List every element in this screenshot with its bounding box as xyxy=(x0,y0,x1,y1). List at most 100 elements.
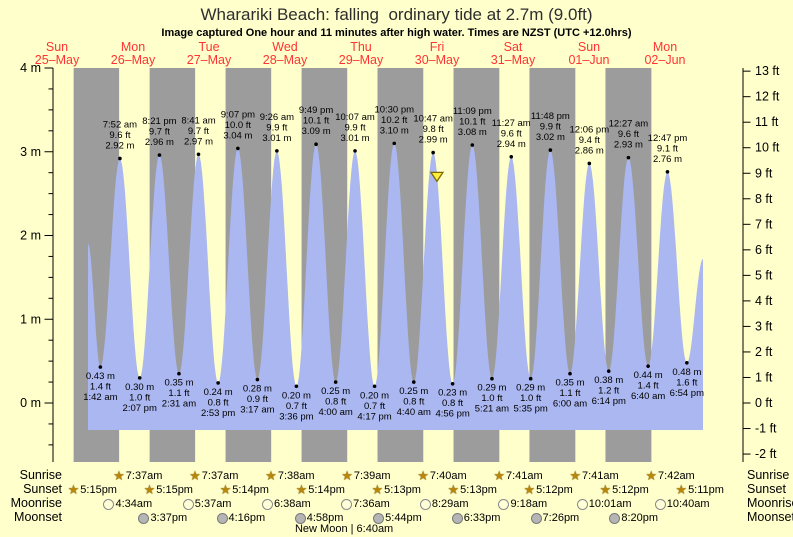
tide-extreme-dot xyxy=(470,143,475,147)
high-tide-label: 2.99 m xyxy=(419,135,448,146)
tide-extreme-dot xyxy=(236,146,240,151)
high-tide-label: 10.2 ft xyxy=(381,115,408,126)
low-tide-label: 1:42 am xyxy=(83,392,117,403)
right-axis-label: 1 ft xyxy=(755,370,773,384)
moonrise-icon xyxy=(498,498,510,510)
sunrise-event: ★ 7:42am xyxy=(645,469,694,483)
left-axis-label: 1 m xyxy=(20,312,41,326)
sunset-event: ★ 5:14pm xyxy=(296,483,345,497)
sunrise-event: ★ 7:41am xyxy=(569,469,618,483)
tide-extreme-dot xyxy=(392,141,397,146)
low-tide-label: 1.0 ft xyxy=(129,392,150,403)
right-axis-label: 11 ft xyxy=(755,115,779,129)
moonrise-time: 4:34am xyxy=(115,498,153,510)
sunset-time: 5:11pm xyxy=(688,484,724,496)
moonrise-event: 5:37am xyxy=(182,497,231,511)
low-tide-label: 0.29 m xyxy=(516,383,545,394)
sunrise-event: ★ 7:38am xyxy=(265,469,314,483)
tide-extreme-dot xyxy=(98,365,103,369)
moonset-icon xyxy=(451,512,463,524)
low-tide-label: 0.30 m xyxy=(125,382,154,393)
sunrise-time: 7:41am xyxy=(505,470,543,482)
current-tide-marker-icon xyxy=(429,171,445,183)
moonrise-icon xyxy=(654,498,666,510)
tide-extreme-dot xyxy=(314,142,318,147)
right-axis-label: 3 ft xyxy=(755,319,773,333)
sunrise-time: 7:42am xyxy=(658,470,695,482)
low-tide-label: 6:40 am xyxy=(631,391,665,402)
sunset-time: 5:15pm xyxy=(80,484,117,496)
high-tide-label: 10:30 pm xyxy=(374,104,414,115)
day-name: Tue xyxy=(198,40,220,54)
sunrise-icon: ★ xyxy=(569,468,581,483)
high-tide-label: 11:09 pm xyxy=(453,106,492,117)
moonset-row-label-left: Moonset xyxy=(14,510,62,524)
day-name: Wed xyxy=(272,40,298,54)
high-tide-label: 9.9 ft xyxy=(540,122,561,133)
sunset-event: ★ 5:13pm xyxy=(372,483,421,497)
low-tide-label: 0.28 m xyxy=(243,384,272,395)
moonrise-icon xyxy=(576,498,588,510)
low-tide-label: 3:36 pm xyxy=(279,411,313,422)
right-axis-label: -1 ft xyxy=(755,422,777,436)
low-tide-label: 0.43 m xyxy=(86,371,115,382)
sunrise-event: ★ 7:37am xyxy=(113,469,162,483)
right-axis-label: -2 ft xyxy=(755,447,777,461)
sunrise-row-label-left: Sunrise xyxy=(19,468,62,482)
low-tide-label: 0.44 m xyxy=(634,370,663,381)
sunrise-icon: ★ xyxy=(493,468,505,483)
moonset-time: 8:20pm xyxy=(621,512,659,524)
sunset-event: ★ 5:11pm xyxy=(675,483,724,497)
moonrise-row-label-right: Moonrise xyxy=(747,496,793,510)
low-tide-label: 2:07 pm xyxy=(123,403,157,414)
day-label: Sun 01–Jun xyxy=(551,41,627,67)
sunrise-time: 7:41am xyxy=(581,470,619,482)
capture-note: Image captured One hour and 11 minutes a… xyxy=(161,27,632,39)
day-label: Tue 27–May xyxy=(171,41,247,67)
low-tide-label: 0.7 ft xyxy=(286,401,307,412)
sunset-icon: ★ xyxy=(295,482,308,497)
right-axis-label: 2 ft xyxy=(755,345,773,359)
low-tide-label: 0.25 m xyxy=(321,386,350,397)
day-date: 29–May xyxy=(338,53,384,67)
low-tide-label: 1.0 ft xyxy=(520,393,541,404)
day-date: 02–Jun xyxy=(644,53,686,67)
sunset-icon: ★ xyxy=(371,482,384,497)
moonrise-event: 10:40am xyxy=(654,497,710,511)
high-tide-label: 9:07 pm xyxy=(221,109,255,120)
low-tide-label: 0.48 m xyxy=(672,367,701,378)
sunset-icon: ★ xyxy=(143,482,156,497)
moonset-event: 4:16pm xyxy=(216,511,266,525)
tide-extreme-dot xyxy=(275,149,279,153)
day-label: Sat 31–May xyxy=(475,41,551,67)
tide-extreme-dot xyxy=(431,150,435,155)
tide-extreme-dot xyxy=(665,170,670,174)
tide-extreme-dot xyxy=(490,376,494,381)
sunset-event: ★ 5:14pm xyxy=(220,483,269,497)
moonset-event: 4:58pm xyxy=(294,511,343,525)
sunrise-time: 7:37am xyxy=(125,470,163,482)
moonrise-event: 4:34am xyxy=(103,497,152,511)
sunset-icon: ★ xyxy=(67,482,80,497)
high-tide-label: 11:48 pm xyxy=(531,111,570,122)
day-label: Mon 26–May xyxy=(95,41,171,67)
high-tide-label: 10.1 ft xyxy=(459,117,486,128)
low-tide-label: 6:14 pm xyxy=(592,396,626,407)
moonset-time: 4:16pm xyxy=(228,512,266,524)
sunset-icon: ★ xyxy=(447,482,460,497)
right-axis-label: 13 ft xyxy=(755,64,780,78)
right-axis-label: 6 ft xyxy=(755,243,773,257)
low-tide-label: 6:54 pm xyxy=(670,388,704,399)
high-tide-label: 3.04 m xyxy=(223,130,252,141)
high-tide-label: 2.97 m xyxy=(184,136,213,147)
moonset-icon xyxy=(373,512,385,524)
tide-extreme-dot xyxy=(294,384,299,389)
low-tide-label: 0.8 ft xyxy=(325,397,346,408)
sunset-event: ★ 5:12pm xyxy=(523,483,572,497)
moonset-time: 7:26pm xyxy=(542,512,580,524)
page-title: Wharariki Beach: falling ordinary tide a… xyxy=(200,5,593,24)
low-tide-label: 4:56 pm xyxy=(435,409,469,420)
moonset-icon xyxy=(216,512,228,524)
low-tide-label: 1.1 ft xyxy=(168,388,189,399)
